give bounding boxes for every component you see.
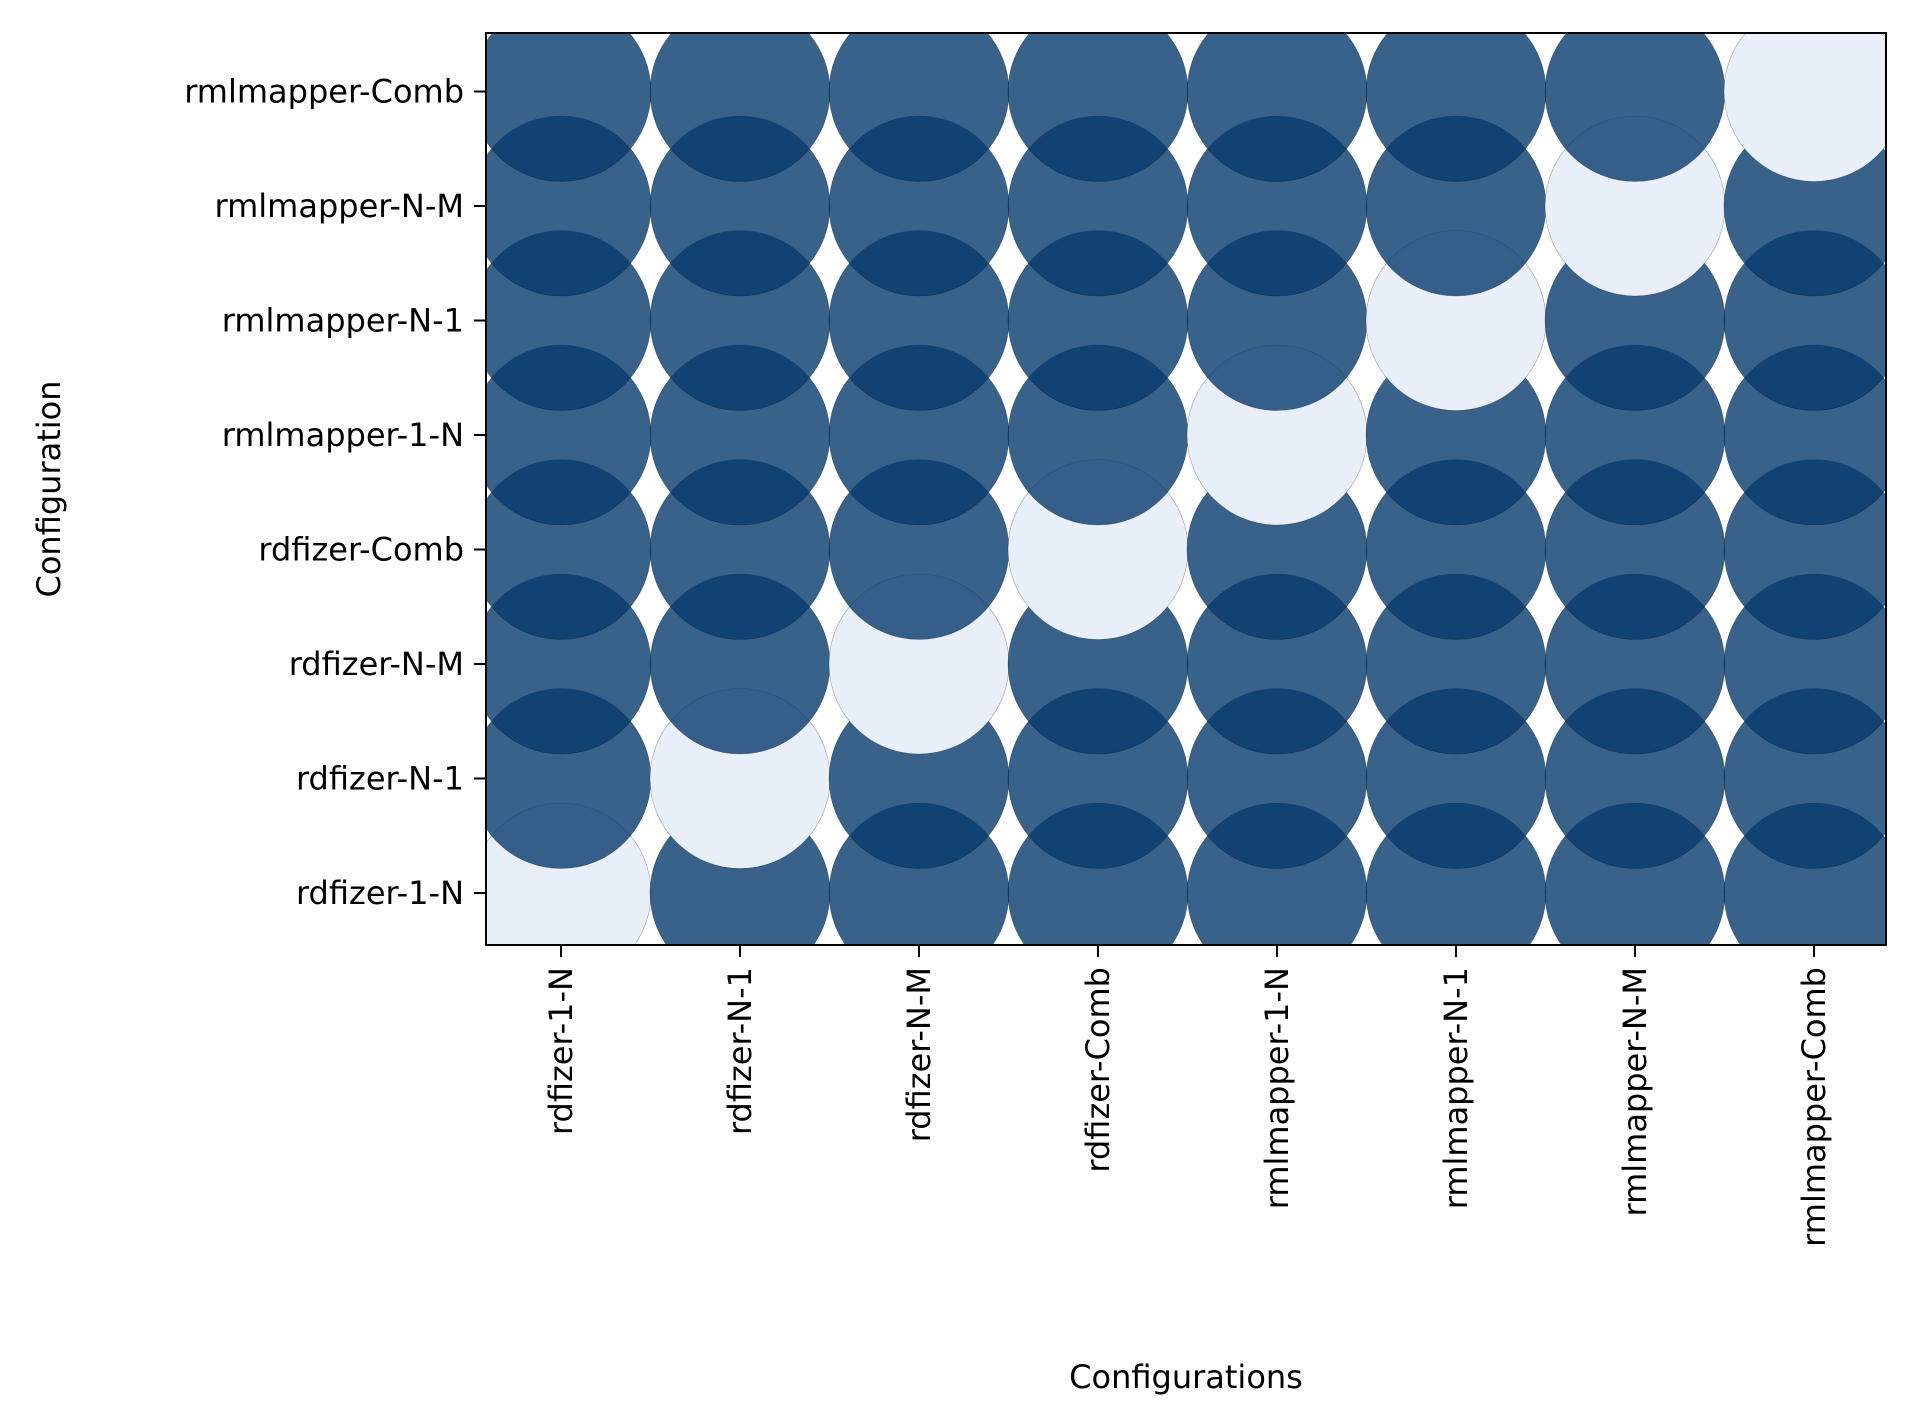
x-tick-label: rdfizer-N-M bbox=[900, 967, 938, 1142]
heatmap-cell-rmlmapper-Comb-rdfizer-1-N bbox=[486, 33, 652, 182]
heatmap-cell-rmlmapper-Comb-rdfizer-N-M bbox=[828, 33, 1010, 182]
y-tick-label: rmlmapper-1-N bbox=[222, 416, 464, 454]
y-tick-label: rdfizer-1-N bbox=[296, 874, 464, 912]
x-axis-title: Configurations bbox=[1069, 1358, 1303, 1396]
x-tick-label: rdfizer-Comb bbox=[1079, 967, 1117, 1173]
plot-frame bbox=[485, 32, 1887, 946]
heatmap-cell-rmlmapper-Comb-rmlmapper-1-N bbox=[1186, 33, 1368, 182]
heatmap-cell-rmlmapper-Comb-rmlmapper-N-M bbox=[1544, 33, 1726, 182]
x-tick-label: rmlmapper-Comb bbox=[1795, 967, 1833, 1247]
heatmap-cell-rmlmapper-Comb-rmlmapper-Comb bbox=[1723, 33, 1886, 182]
heatmap-cell-rmlmapper-Comb-rmlmapper-N-1 bbox=[1365, 33, 1547, 182]
y-tick-label: rdfizer-N-1 bbox=[296, 760, 464, 798]
y-tick-label: rmlmapper-N-M bbox=[215, 187, 465, 225]
y-tick-label: rmlmapper-Comb bbox=[184, 73, 464, 111]
heatmap-cells bbox=[486, 33, 1886, 945]
x-tick-label: rmlmapper-N-1 bbox=[1437, 967, 1475, 1209]
y-tick-label: rmlmapper-N-1 bbox=[222, 302, 464, 340]
x-tick-label: rdfizer-1-N bbox=[542, 967, 580, 1135]
x-tick-label: rdfizer-N-1 bbox=[721, 967, 759, 1135]
y-tick-label: rdfizer-N-M bbox=[289, 645, 464, 683]
x-axis: rdfizer-1-N rdfizer-N-1 rdfizer-N-M rdfizer… bbox=[542, 945, 1833, 1247]
heatmap-cell-rmlmapper-Comb-rdfizer-N-1 bbox=[649, 33, 831, 182]
y-tick-label: rdfizer-Comb bbox=[258, 531, 464, 569]
y-axis-title: Configuration bbox=[30, 380, 68, 597]
y-axis: rdfizer-1-N rdfizer-N-1 rdfizer-N-M rdfizer… bbox=[184, 73, 486, 912]
x-tick-label: rmlmapper-1-N bbox=[1258, 967, 1296, 1209]
x-tick-label: rmlmapper-N-M bbox=[1616, 967, 1654, 1217]
heatmap-cell-rmlmapper-Comb-rdfizer-Comb bbox=[1007, 33, 1189, 182]
